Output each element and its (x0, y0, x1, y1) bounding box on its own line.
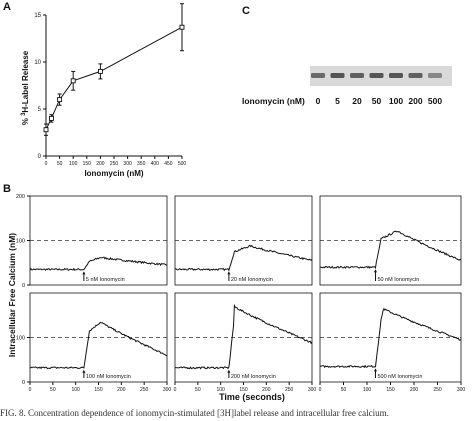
panel-b-trace (29, 256, 168, 271)
panel-letter-c: C (242, 5, 250, 17)
panel-a-point (57, 97, 63, 103)
panel-a-point (97, 68, 103, 74)
panel-b-xtick-label: 300 (308, 387, 317, 393)
panel-b-xtick-label: 50 (195, 387, 201, 393)
panel-b-xtick-label: 50 (50, 387, 56, 393)
panel-b-xtick-label: 200 (117, 387, 126, 393)
panel-a-ylabel-sup: 3 (21, 112, 27, 116)
panel-b-xtick-label: 100 (71, 387, 80, 393)
panel-a-xtick-label: 300 (123, 161, 132, 167)
blot-band (408, 73, 423, 78)
panel-b-xtick-label: 0 (319, 387, 322, 393)
panel-b-arrowhead (82, 271, 86, 275)
panel-a-xtick-label: 150 (83, 161, 92, 167)
panel-b-xtick-label: 250 (285, 387, 294, 393)
panel-b-trace (174, 303, 313, 370)
panel-b-trace-label: 20 nM Ionomycin (231, 277, 273, 283)
panel-a-xtick-label: 400 (151, 161, 160, 167)
panel-a-ylabel: % 3H-Label Release (21, 50, 30, 125)
panel-a-ytick-label: 5 (38, 107, 42, 113)
panel-b-trace-label: 50 nM Ionomycin (377, 277, 419, 283)
panel-a-ytick-label: 10 (34, 60, 41, 66)
panel-b-xtick-label: 150 (386, 387, 395, 393)
panel-b-xtick-label: 150 (239, 387, 248, 393)
panel-b-xtick-label: 300 (457, 387, 466, 393)
blot-lane-label: 20 (352, 96, 362, 106)
blot-lane-label: 5 (335, 96, 340, 106)
panel-b-subplot-frame (29, 195, 168, 286)
panel-a-xtick-label: 350 (137, 161, 146, 167)
panel-b-ytick-label: 0 (22, 283, 25, 289)
panel-a-xtick-label: 50 (57, 161, 63, 167)
panel-a-ylabel-post: H-Label Release (21, 50, 30, 112)
panel-b-xtick-label: 250 (433, 387, 442, 393)
figure-caption: FIG. 8. Concentration dependence of iono… (0, 408, 389, 418)
panel-b-trace-label: 500 nM Ionomycin (377, 374, 422, 380)
panel-a-chart: % 3H-Label Release Ionomycin (nM) 0 50 100… (21, 3, 187, 178)
panel-b-xtick-label: 200 (410, 387, 419, 393)
panel-b-trace-label: 100 nM Ionomycin (86, 374, 131, 380)
blot-band (428, 73, 442, 78)
panel-a-point (48, 115, 54, 121)
panel-a-xtick-label: 250 (110, 161, 119, 167)
panel-a-ylabel-pre: % (21, 116, 30, 125)
panel-b-xtick-label: 100 (363, 387, 372, 393)
panel-b-trace (29, 321, 168, 370)
panel-b-arrowhead (373, 269, 377, 273)
panel-a-xtick-label: 0 (45, 161, 48, 167)
panel-b-ytick-label: 200 (16, 194, 25, 200)
blot-band (311, 73, 325, 78)
panel-a-point (70, 78, 76, 84)
panel-b-xtick-label: 0 (29, 387, 32, 393)
panel-b-xtick-label: 200 (262, 387, 271, 393)
panel-b-subplot-frame (174, 195, 313, 286)
panel-a-ytick-label: 0 (38, 154, 42, 160)
panel-letter-b: B (3, 183, 11, 195)
panel-b-arrowhead (373, 368, 377, 372)
panel-b-xtick-label: 250 (140, 387, 149, 393)
panel-b-trace (319, 307, 462, 369)
blot-lane-label: 100 (389, 96, 403, 106)
panel-b-xtick-label: 0 (174, 387, 177, 393)
panel-a-point (179, 24, 185, 30)
panel-b-ytick-label: 100 (16, 239, 25, 245)
panel-a-xtick-label: 450 (164, 161, 173, 167)
panel-a-ytick-label: 15 (34, 13, 41, 19)
panel-a-series-line (45, 26, 183, 130)
blot-lane-label: 50 (372, 96, 382, 106)
blot-band (389, 73, 403, 78)
panel-c-blot: Ionomycin (nM) 0 5 20 50 100 200 500 (242, 66, 452, 106)
panel-a-xtick-label: 500 (178, 161, 187, 167)
blot-row-label: Ionomycin (nM) (242, 96, 305, 106)
blot-lane-label: 200 (408, 96, 422, 106)
panel-b-ylabel: Intracellular Free Calcium (nM) (7, 233, 17, 357)
panel-b-xtick-label: 100 (216, 387, 225, 393)
blot-band (369, 73, 384, 78)
panel-b-arrowhead (227, 271, 231, 275)
blot-lane-label: 500 (428, 96, 442, 106)
panel-b-xtick-label: 300 (163, 387, 172, 393)
blot-band (350, 73, 364, 78)
panel-b-arrowhead (82, 369, 86, 373)
panel-b-trace (319, 230, 462, 270)
panel-b-arrowhead (227, 369, 231, 373)
panel-b-xtick-label: 150 (94, 387, 103, 393)
panel-b-charts: 0 100 200 5 nM Ionomycin 20 nM Ionomycin 50 n… (16, 194, 466, 393)
panel-b-ytick-label: 100 (16, 336, 25, 342)
panel-a-xlabel: Ionomycin (nM) (84, 169, 143, 178)
panel-b-trace-label: 5 nM Ionomycin (86, 277, 125, 283)
panel-b-ytick-label: 0 (22, 380, 25, 386)
panel-letter-a: A (3, 1, 11, 13)
panel-a-xtick-label: 100 (69, 161, 78, 167)
panel-a-point (43, 127, 49, 133)
panel-b-trace (174, 244, 313, 272)
panel-b-xtick-label: 50 (341, 387, 347, 393)
blot-lane-label: 0 (316, 96, 321, 106)
panel-a-xtick-label: 200 (96, 161, 105, 167)
blot-band (330, 73, 345, 78)
panel-a-axes (45, 15, 182, 157)
panel-b-trace-label: 200 nM Ionomycin (231, 374, 276, 380)
panel-b-xlabel: Time (seconds) (219, 392, 285, 402)
